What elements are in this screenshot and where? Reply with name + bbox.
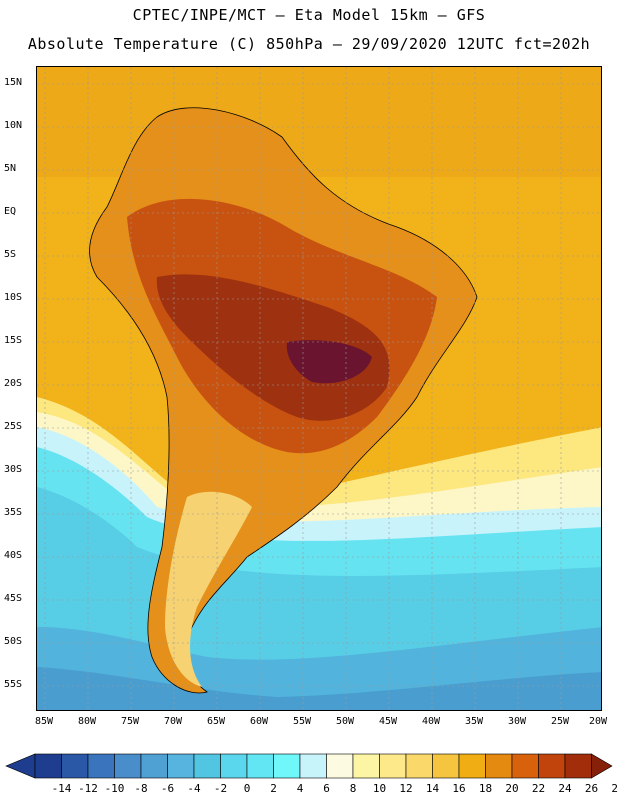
colorbar-arrow-right [591, 753, 613, 779]
lat-label: 20S [4, 378, 23, 389]
lat-label: 50S [4, 636, 23, 647]
colorbar-swatch [379, 753, 407, 779]
lon-label: 45W [378, 716, 398, 727]
lon-label: 55W [292, 716, 312, 727]
lat-label: 25S [4, 421, 23, 432]
colorbar [5, 753, 613, 779]
lon-label: 85W [34, 716, 54, 727]
colorbar-tick-label: 0 [243, 782, 251, 795]
chart-title-line1: CPTEC/INPE/MCT – Eta Model 15km – GFS [132, 6, 486, 24]
colorbar-tick-label: -4 [187, 782, 201, 795]
lon-label: 30W [507, 716, 527, 727]
colorbar-swatch [458, 753, 486, 779]
temperature-map [36, 66, 602, 711]
colorbar-tick-label: -2 [213, 782, 228, 795]
patagonia-zone [165, 491, 252, 687]
colorbar-swatch [273, 753, 301, 779]
colorbar-tick-label: -14 [51, 782, 72, 795]
colorbar-tick-label: 10 [372, 782, 387, 795]
colorbar-tick-label: 2 [270, 782, 277, 795]
colorbar-tick-label: 22 [531, 782, 546, 795]
colorbar-tick-label: 26 [584, 782, 599, 795]
colorbar-swatch [432, 753, 460, 779]
colorbar-swatch [140, 753, 168, 779]
colorbar-tick-label: -10 [104, 782, 125, 795]
lat-label: 5N [4, 163, 17, 174]
colorbar-swatch [299, 753, 327, 779]
colorbar-tick-label: 4 [296, 782, 304, 795]
graticule [37, 67, 601, 710]
lon-label: 25W [550, 716, 570, 727]
colorbar-swatch [246, 753, 274, 779]
ocean-north-band [37, 67, 601, 177]
lon-label: 60W [249, 716, 269, 727]
chart-title-line2: Absolute Temperature (C) 850hPa – 29/09/… [27, 35, 591, 53]
colorbar-swatch [538, 753, 566, 779]
interior-hot-zone [156, 274, 390, 421]
colorbar-swatch [61, 753, 89, 779]
colorbar-swatch [114, 753, 142, 779]
colorbar-tick-label: 8 [349, 782, 357, 795]
colorbar-tick-label: 14 [425, 782, 440, 795]
colorbar-tick-label: -8 [134, 782, 148, 795]
lon-label: 70W [163, 716, 183, 727]
lat-label: 40S [4, 550, 23, 561]
lat-label: 10S [4, 292, 23, 303]
lat-label: 55S [4, 679, 23, 690]
colorbar-swatch [87, 753, 115, 779]
colorbar-arrow-left [5, 753, 36, 779]
lat-label: 5S [4, 249, 17, 260]
lat-label: 45S [4, 593, 23, 604]
lon-label: 80W [77, 716, 97, 727]
lon-label: 35W [464, 716, 484, 727]
colorbar-tick-label: 16 [452, 782, 466, 795]
lon-label: 50W [335, 716, 355, 727]
colorbar-swatch [485, 753, 513, 779]
lon-label: 65W [206, 716, 226, 727]
colorbar-swatch [167, 753, 195, 779]
colorbar-tick-label: 6 [323, 782, 330, 795]
colorbar-tick-label: 20 [505, 782, 519, 795]
colorbar-swatch [405, 753, 433, 779]
interior-hottest-zone [286, 340, 372, 384]
colorbar-tick-label: 24 [558, 782, 572, 795]
colorbar-tick-label: 12 [399, 782, 413, 795]
colorbar-swatch [220, 753, 248, 779]
colorbar-swatch [352, 753, 380, 779]
lat-label: 15S [4, 335, 23, 346]
colorbar-swatch [564, 753, 592, 779]
colorbar-swatch [326, 753, 354, 779]
lon-label: 75W [120, 716, 140, 727]
colorbar-swatch [193, 753, 221, 779]
colorbar-swatch [34, 753, 62, 779]
colorbar-swatch [511, 753, 539, 779]
colorbar-tick-label: -6 [160, 782, 175, 795]
lon-label: 40W [421, 716, 441, 727]
lat-label: 10N [4, 120, 23, 131]
lat-label: 15N [4, 77, 23, 88]
ocean-band-neg6 [37, 667, 601, 710]
colorbar-tick-label: -12 [78, 782, 98, 795]
lon-label: 20W [588, 716, 608, 727]
lat-label: 30S [4, 464, 23, 475]
lat-label: 35S [4, 507, 23, 518]
lat-label: EQ [4, 206, 17, 217]
map-plot-area [37, 67, 601, 710]
colorbar-tick-label: 18 [478, 782, 493, 795]
colorbar-tick-label: 28 [611, 782, 618, 795]
